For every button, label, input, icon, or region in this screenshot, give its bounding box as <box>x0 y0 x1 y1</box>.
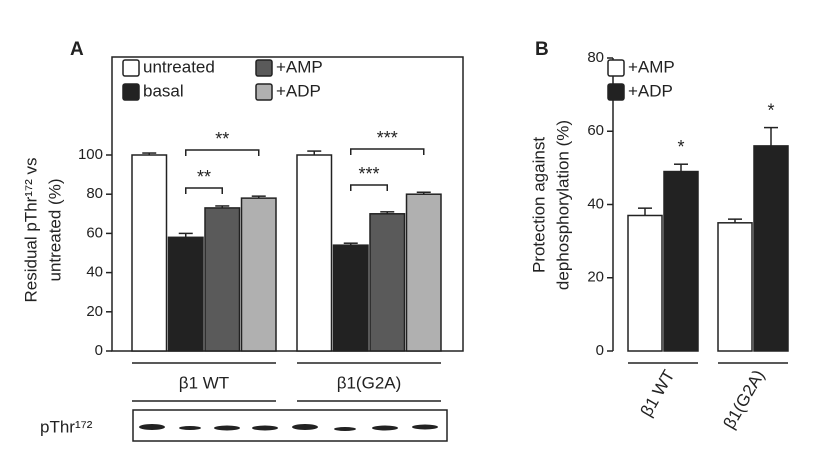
legend-swatch <box>122 83 140 101</box>
legend-label: +AMP <box>628 57 675 76</box>
panel-letter: B <box>535 39 549 60</box>
y-tick-label: 0 <box>596 342 604 359</box>
y-tick-label: 80 <box>86 185 103 202</box>
legend-label: basal <box>143 81 184 100</box>
bar <box>332 244 369 352</box>
significance-label: * <box>677 137 684 157</box>
y-tick-label: 0 <box>95 342 103 359</box>
significance-label: ** <box>197 167 211 187</box>
legend-label: untreated <box>143 57 215 76</box>
legend-label: +ADP <box>276 81 321 100</box>
bar <box>167 236 204 352</box>
bar <box>369 213 406 352</box>
y-tick-label: 80 <box>587 49 604 66</box>
bar <box>131 154 168 352</box>
significance-bracket <box>185 187 223 194</box>
significance-bracket <box>350 184 388 191</box>
bar <box>405 193 442 352</box>
significance-label: ** <box>215 129 229 149</box>
panel-letter: A <box>70 39 84 60</box>
y-axis-label: Residual pThr¹⁷² vs <box>21 157 40 302</box>
legend-swatch <box>607 83 625 101</box>
y-tick-label: 40 <box>587 195 604 212</box>
bar <box>663 170 699 352</box>
bar <box>204 207 241 352</box>
y-axis-label: dephosphorylation (%) <box>553 120 572 290</box>
y-axis-label: Protection against <box>529 137 548 273</box>
x-tick-label: β1(G2A) <box>720 367 769 432</box>
plot-frame <box>111 56 464 352</box>
significance-label: *** <box>377 128 398 148</box>
significance-label: * <box>767 100 774 120</box>
legend-swatch <box>122 59 140 77</box>
bar <box>753 145 789 352</box>
y-tick-label: 20 <box>587 269 604 286</box>
bar <box>296 154 333 352</box>
legend-swatch <box>255 59 273 77</box>
legend-label: +AMP <box>276 57 323 76</box>
y-tick-label: 20 <box>86 303 103 320</box>
legend-swatch <box>255 83 273 101</box>
bar <box>627 214 663 352</box>
x-tick-label: β1(G2A) <box>337 373 402 392</box>
significance-label: *** <box>358 164 379 184</box>
y-tick-label: 100 <box>78 146 103 163</box>
blot-label: pThr¹⁷² <box>40 417 93 436</box>
y-tick-label: 60 <box>587 122 604 139</box>
blot-frame <box>132 409 448 442</box>
x-tick-label: β1 WT <box>637 367 679 420</box>
significance-bracket <box>350 148 425 155</box>
significance-bracket <box>185 149 260 156</box>
x-tick-label: β1 WT <box>179 373 229 392</box>
blot-bands <box>139 424 438 431</box>
y-axis-label: untreated (%) <box>45 179 64 282</box>
bar <box>717 222 753 352</box>
legend-label: +ADP <box>628 81 673 100</box>
bar <box>240 197 277 352</box>
legend-swatch <box>607 59 625 77</box>
y-tick-label: 40 <box>86 264 103 281</box>
y-tick-label: 60 <box>86 224 103 241</box>
